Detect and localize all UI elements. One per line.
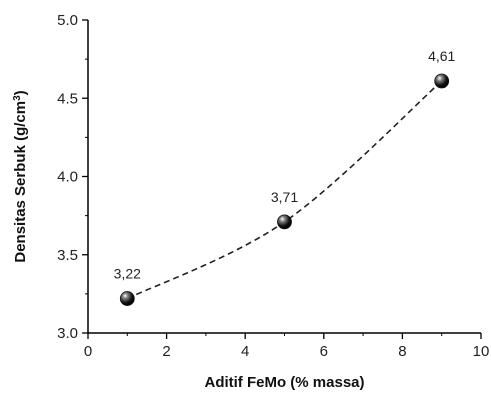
data-point-1	[277, 214, 292, 230]
data-point-0	[119, 291, 135, 306]
y-tick-label: 3.0	[57, 325, 78, 342]
data-point-2	[434, 73, 450, 89]
x-tick-label: 0	[84, 343, 92, 360]
data-label-2: 4,61	[428, 48, 455, 64]
x-tick-label: 6	[320, 343, 328, 360]
y-axis-label-main: Densitas Serbuk (g/cm	[12, 101, 29, 263]
y-tick-label: 3.5	[57, 247, 78, 264]
data-label-1: 3,71	[271, 189, 298, 205]
data-labels: 3,22 3,71 4,61	[114, 48, 456, 282]
x-tick-label: 4	[241, 343, 249, 360]
x-axis-label: Aditif FeMo (% massa)	[204, 374, 364, 391]
x-tick-label: 10	[473, 343, 490, 360]
y-tick-label: 5.0	[57, 12, 78, 29]
y-axis-label-close: )	[12, 90, 29, 95]
data-label-0: 3,22	[114, 266, 141, 282]
x-tick-label: 2	[162, 343, 170, 360]
data-points	[119, 73, 450, 306]
y-tick-label: 4.5	[57, 90, 78, 107]
y-axis-label-sup: 3	[12, 95, 23, 101]
y-axis-label: Densitas Serbuk (g/cm3)	[12, 90, 30, 262]
y-tick-label: 4.0	[57, 169, 78, 186]
plot-area	[87, 20, 481, 334]
x-axis-ticks: 0 2 4 6 8 10	[84, 333, 490, 360]
x-tick-label: 8	[398, 343, 406, 360]
y-axis-ticks: 3.0 3.5 4.0 4.5 5.0	[57, 12, 88, 342]
